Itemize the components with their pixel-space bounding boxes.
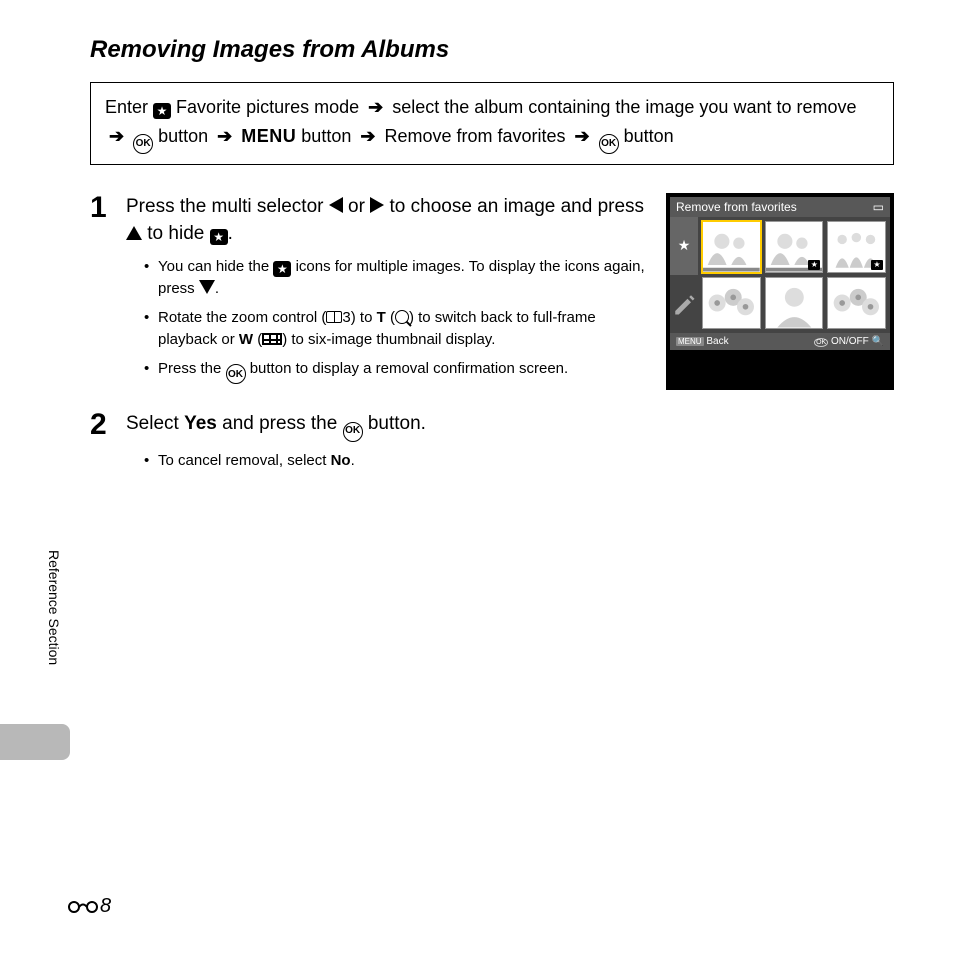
- lcd-thumbnail: [702, 277, 761, 329]
- step-2-heading: Select Yes and press the OK button.: [126, 410, 894, 441]
- ok-button-icon: OK: [226, 364, 246, 384]
- down-triangle-icon: [199, 280, 215, 294]
- menu-button-label: MENU: [241, 126, 296, 146]
- arrow-right-icon: ➔: [217, 126, 232, 146]
- arrow-right-icon: ➔: [575, 126, 590, 146]
- lcd-thumbnail: [827, 277, 886, 329]
- bullet-item: You can hide the ★ icons for multiple im…: [144, 256, 648, 301]
- thumb-star-icon: ★: [871, 260, 883, 270]
- star-icon: ★: [273, 261, 291, 277]
- lcd-thumbnail: ★: [827, 221, 886, 273]
- camera-lcd-preview: Remove from favorites ▭ ★ ★★: [666, 193, 894, 391]
- steps-list: 1 Press the multi selector or to choose …: [90, 193, 894, 478]
- up-triangle-icon: [126, 226, 142, 240]
- menu-small-icon: MENU: [676, 337, 704, 346]
- step-1-heading: Press the multi selector or to choose an…: [126, 193, 648, 248]
- ok-button-icon: OK: [599, 134, 619, 154]
- step-2-bullets: To cancel removal, select No.: [126, 450, 894, 473]
- side-tab: Reference Section: [0, 540, 70, 760]
- bullet-item: To cancel removal, select No.: [144, 450, 894, 473]
- ok-small-icon: OK: [814, 338, 828, 347]
- ok-button-icon: OK: [343, 422, 363, 442]
- battery-icon: ▭: [873, 200, 884, 214]
- thumbnail-grid-icon: [262, 333, 282, 345]
- step-1: 1 Press the multi selector or to choose …: [90, 193, 894, 391]
- lcd-header: Remove from favorites ▭: [670, 197, 890, 217]
- step-2: 2 Select Yes and press the OK button. To…: [90, 410, 894, 478]
- lcd-thumbnail: [765, 277, 824, 329]
- lcd-footer: MENU Back OK ON/OFF 🔍: [670, 333, 890, 350]
- bullet-item: Rotate the zoom control (3) to T () to s…: [144, 307, 648, 352]
- lcd-thumbnail-grid: ★★: [698, 217, 890, 333]
- thumb-star-icon: ★: [808, 260, 820, 270]
- page-number: 8: [68, 895, 111, 918]
- reference-section-icon: [68, 899, 98, 915]
- bullet-item: Press the OK button to display a removal…: [144, 358, 648, 385]
- lcd-thumbnail: ★: [765, 221, 824, 273]
- book-icon: [326, 311, 342, 323]
- side-tab-block: [0, 724, 70, 760]
- magnify-icon: [395, 310, 409, 324]
- lcd-side-setup: [670, 275, 698, 333]
- lcd-sidebar: ★: [670, 217, 698, 333]
- star-icon: ★: [210, 229, 228, 245]
- page-title: Removing Images from Albums: [90, 36, 894, 64]
- arrow-right-icon: ➔: [360, 126, 375, 146]
- right-triangle-icon: [370, 197, 384, 213]
- side-tab-label: Reference Section: [46, 550, 62, 720]
- lcd-thumbnail: [702, 221, 761, 273]
- arrow-right-icon: ➔: [368, 97, 383, 117]
- left-triangle-icon: [329, 197, 343, 213]
- nav-text: Enter: [105, 97, 153, 117]
- arrow-right-icon: ➔: [109, 126, 124, 146]
- step-number: 1: [90, 193, 126, 391]
- lcd-side-star: ★: [670, 217, 698, 275]
- magnify-small-icon: 🔍: [872, 336, 884, 347]
- step-1-bullets: You can hide the ★ icons for multiple im…: [126, 256, 648, 385]
- ok-button-icon: OK: [133, 134, 153, 154]
- navigation-path-box: Enter ★ Favorite pictures mode ➔ select …: [90, 82, 894, 165]
- step-number: 2: [90, 410, 126, 478]
- star-icon: ★: [153, 103, 171, 119]
